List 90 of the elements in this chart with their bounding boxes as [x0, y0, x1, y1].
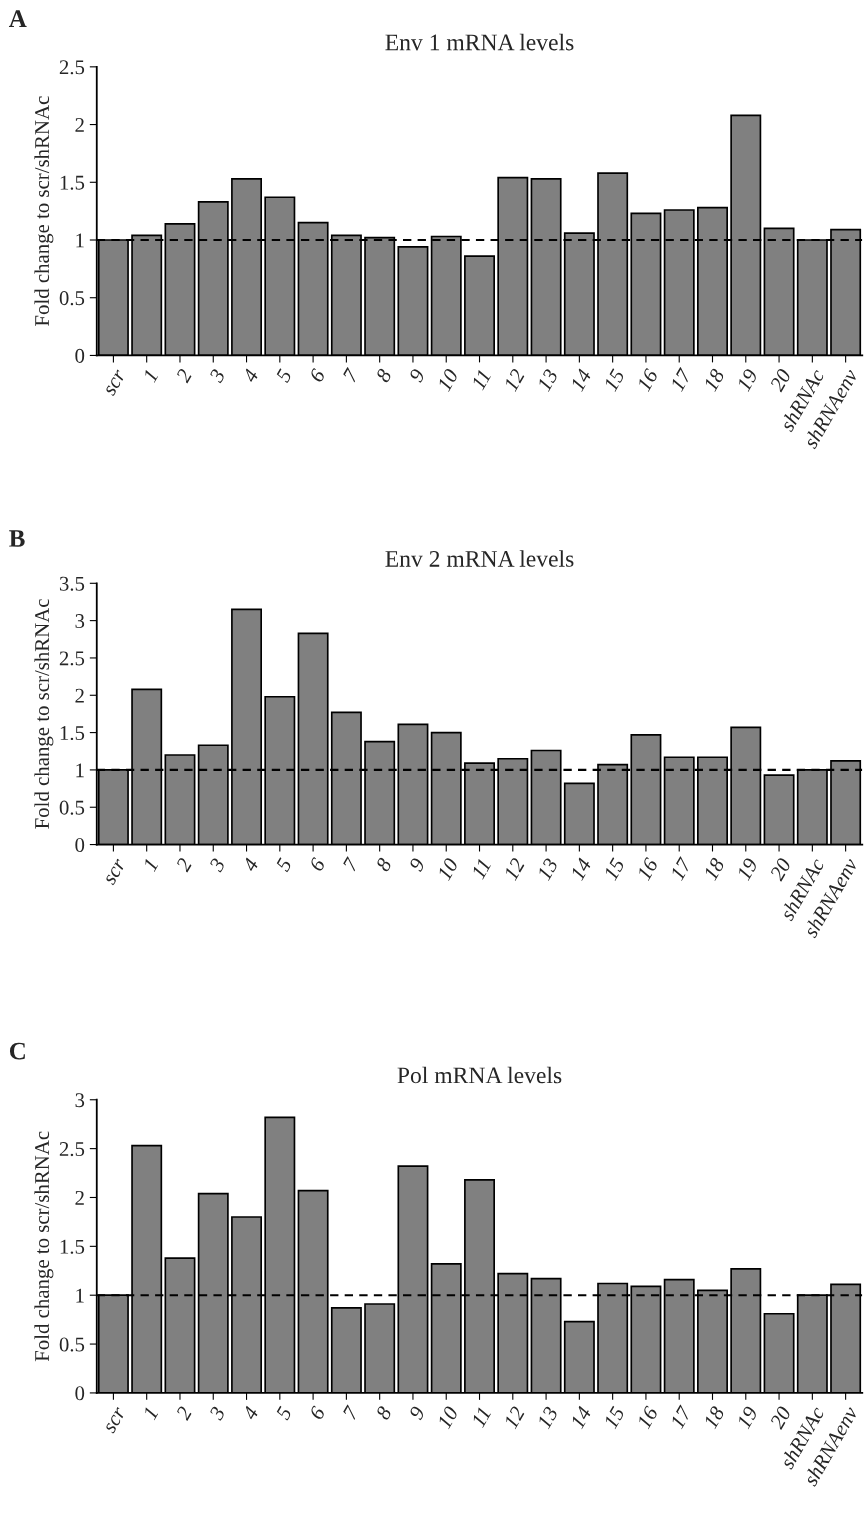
chart-title: Env 2 mRNA levels [385, 550, 574, 567]
x-tick-label: 19 [736, 1405, 759, 1430]
x-tick-label: 11 [470, 369, 491, 391]
x-tick-label: 9 [408, 856, 426, 873]
x-tick-label: 16 [636, 367, 659, 392]
y-axis-title: Fold change to scr/shRNAc [34, 599, 54, 829]
x-tick-label: 11 [470, 1407, 491, 1429]
x-tick-label: 18 [702, 367, 726, 392]
y-tick-label: 1 [76, 233, 84, 248]
chart-title: Pol mRNA levels [397, 1066, 562, 1084]
y-tick-label: 2 [75, 117, 84, 132]
y-tick-label: 0.5 [59, 291, 85, 306]
x-tick-label: 17 [669, 366, 693, 392]
y-tick-label: 2 [75, 1190, 84, 1205]
chart-title: Env 1 mRNA levels [385, 33, 574, 51]
x-tick-label: 10 [436, 367, 459, 392]
y-tick-label: 1 [76, 763, 84, 778]
y-tick-label: 3.5 [59, 576, 85, 591]
x-tick-label: 16 [636, 856, 659, 882]
y-tick-label: 1.5 [60, 1239, 85, 1254]
x-tick-label: 13 [536, 1405, 559, 1430]
x-tick-label: 7 [342, 856, 360, 872]
x-tick-label: 12 [503, 367, 526, 392]
x-tick-label: 5 [275, 857, 293, 873]
x-tick-label: 9 [408, 367, 426, 384]
y-tick-label: 2.5 [59, 651, 85, 666]
x-tick-label: 8 [375, 367, 393, 384]
x-tick-label: 2 [175, 1405, 193, 1421]
x-tick-label: 10 [436, 856, 459, 882]
x-tick-label: 7 [342, 1404, 360, 1420]
x-tick-label: 7 [342, 367, 360, 383]
x-tick-label: 15 [603, 1405, 626, 1430]
x-tick-label: scr [104, 1407, 127, 1434]
x-tick-label: 10 [436, 1405, 459, 1430]
x-tick-label: 15 [603, 857, 626, 882]
x-tick-label: 12 [503, 1405, 526, 1430]
y-tick-label: 2.5 [59, 60, 85, 75]
x-tick-label: 19 [736, 856, 759, 882]
y-tick-label: 0.5 [59, 1337, 85, 1352]
x-tick-label: 2 [175, 857, 193, 873]
x-tick-label: 2 [175, 367, 193, 384]
y-tick-label: 0.5 [59, 800, 85, 815]
x-tick-label: 3 [208, 857, 226, 873]
text: C [9, 1042, 25, 1060]
x-tick-label: 4 [242, 368, 259, 384]
x-tick-label: 5 [275, 1405, 293, 1421]
x-tick-label: 12 [503, 857, 526, 881]
x-tick-label: 5 [275, 368, 293, 384]
x-tick-label: 1 [142, 858, 159, 872]
x-tick-label: 14 [569, 368, 592, 392]
y-tick-label: 3 [75, 1093, 85, 1108]
x-tick-label: 1 [142, 369, 159, 383]
x-tick-label: 4 [242, 1405, 259, 1421]
x-tick-label: 13 [536, 368, 559, 392]
x-tick-label: 6 [308, 856, 326, 872]
x-tick-label: 8 [375, 1405, 393, 1421]
x-tick-label: 9 [408, 1405, 426, 1421]
y-tick-label: 1.5 [60, 726, 85, 741]
x-tick-label: 14 [569, 1405, 592, 1430]
x-tick-label: 16 [636, 1405, 659, 1430]
x-tick-label: 13 [536, 857, 559, 882]
x-tick-label: 18 [702, 856, 726, 882]
x-tick-label: 18 [702, 1405, 726, 1430]
x-tick-label: 6 [308, 1405, 326, 1421]
y-tick-label: 0 [75, 837, 85, 852]
y-tick-label: 1 [76, 1288, 84, 1303]
x-tick-label: 15 [603, 368, 626, 392]
text: B [9, 530, 25, 547]
y-tick-label: 2.5 [59, 1142, 85, 1157]
x-tick-label: 4 [242, 857, 259, 873]
x-tick-label: scr [104, 858, 127, 886]
x-tick-label: 17 [669, 1404, 693, 1430]
y-tick-label: 0 [75, 1386, 85, 1401]
y-tick-label: 1.5 [60, 175, 85, 190]
y-axis-title: Fold change to scr/shRNAc [34, 96, 54, 326]
x-tick-label: 1 [142, 1407, 159, 1421]
x-tick-label: 8 [375, 856, 393, 873]
x-tick-label: 11 [470, 858, 491, 880]
y-tick-label: 0 [75, 348, 85, 363]
x-tick-label: 3 [208, 1405, 226, 1422]
text: A [8, 10, 27, 27]
x-tick-label: 19 [736, 367, 759, 392]
y-tick-label: 2 [75, 688, 84, 703]
x-tick-label: scr [104, 369, 127, 397]
x-tick-label: 3 [208, 368, 226, 384]
x-tick-label: 17 [669, 856, 693, 881]
y-axis-title: Fold change to scr/shRNAc [34, 1131, 54, 1362]
x-tick-label: 14 [569, 857, 592, 881]
x-tick-label: 6 [308, 367, 326, 383]
y-tick-label: 3 [75, 614, 85, 629]
